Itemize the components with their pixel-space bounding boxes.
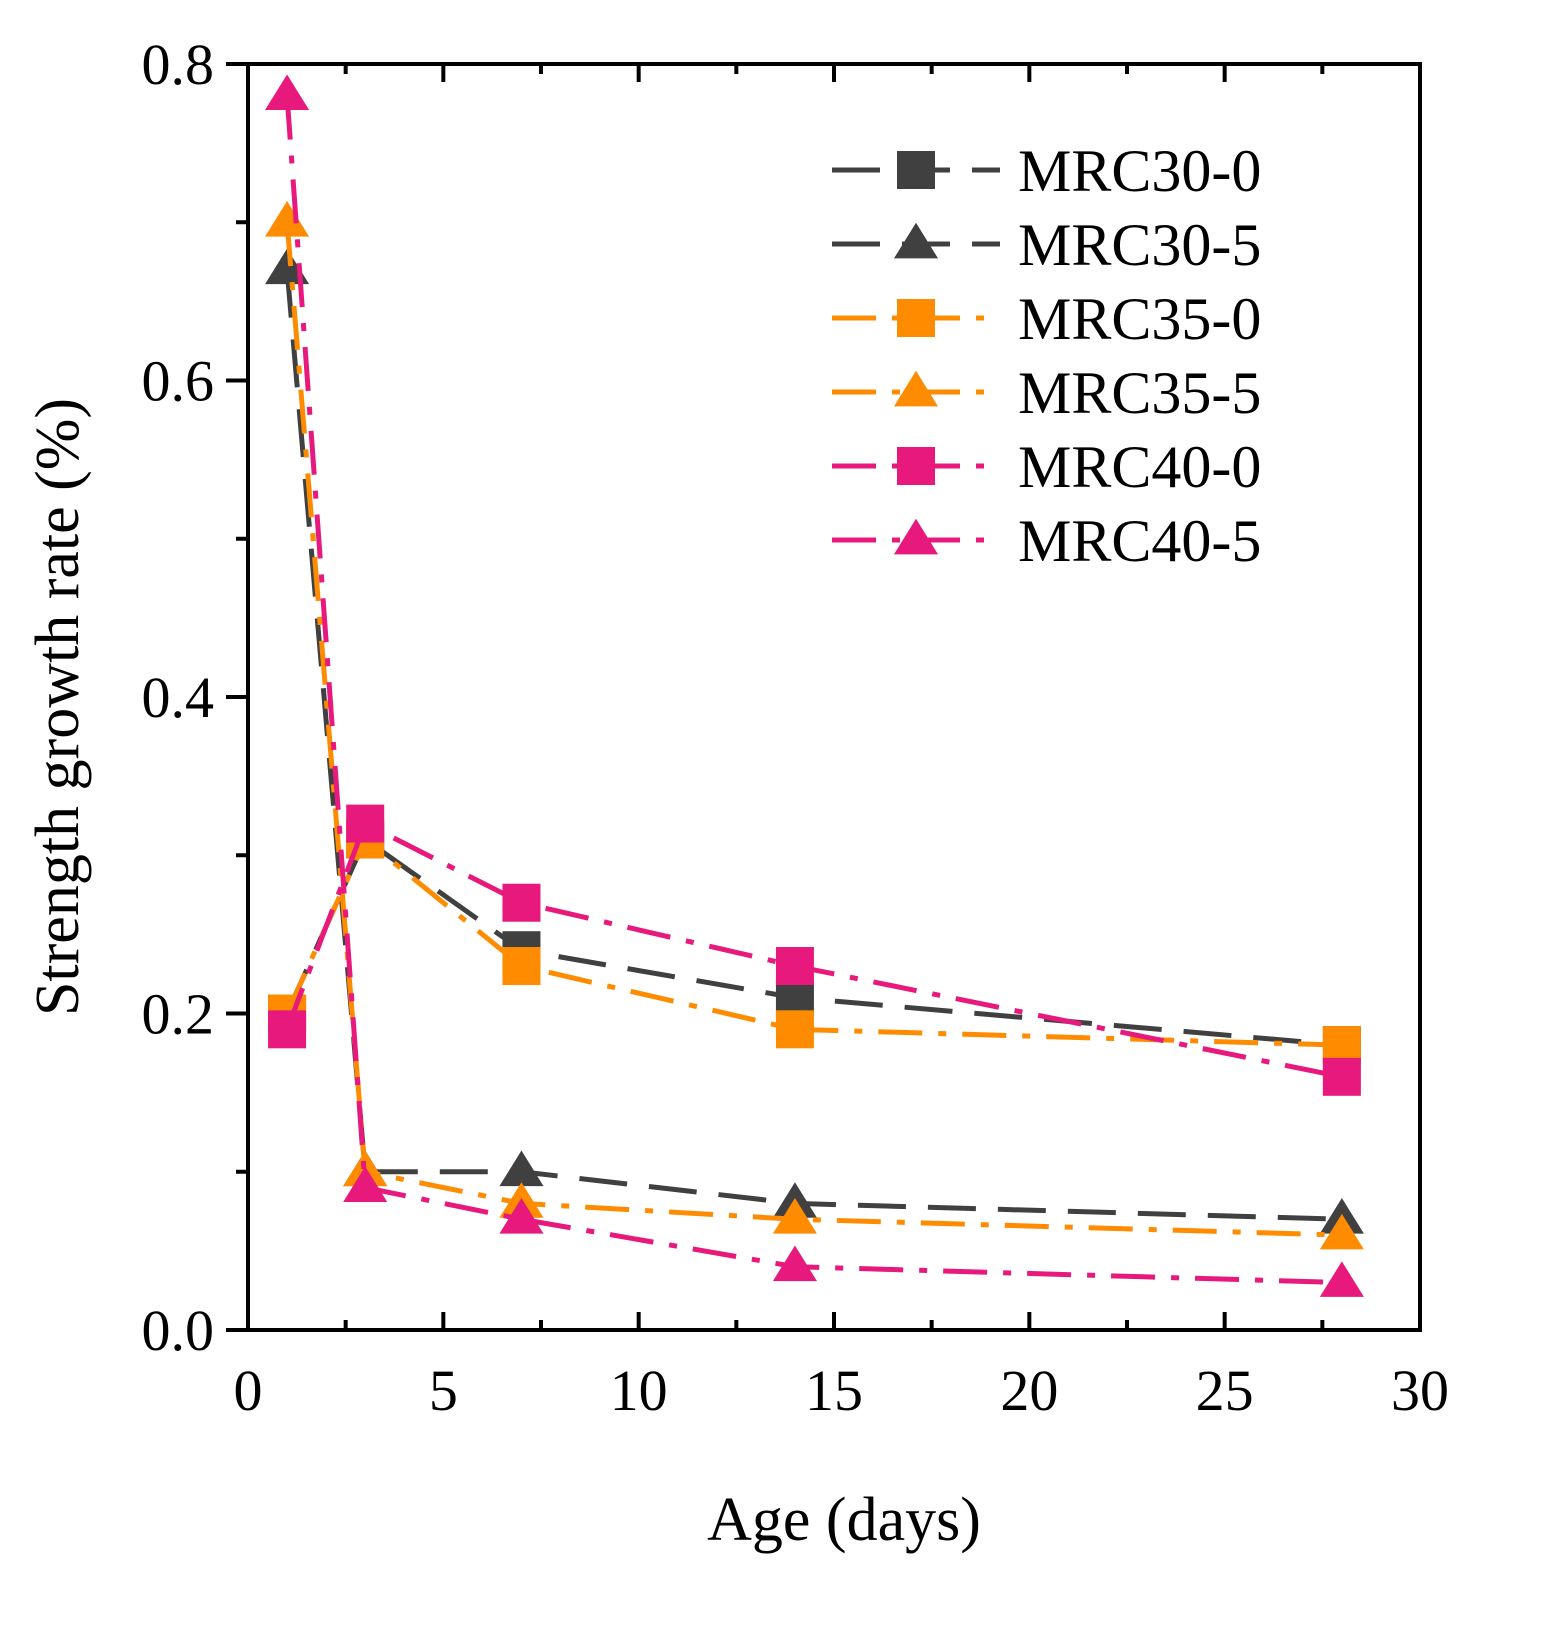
- legend-marker: [897, 299, 935, 337]
- legend-item-mrc40-5: MRC40-5: [832, 508, 1261, 574]
- data-point-mrc40-5: [499, 1198, 544, 1234]
- y-tick-label: 0.0: [142, 1298, 215, 1363]
- data-point-mrc30-5: [499, 1150, 544, 1187]
- x-tick-label: 5: [429, 1358, 458, 1423]
- x-tick-label: 30: [1391, 1358, 1449, 1423]
- legend-marker: [897, 151, 935, 189]
- series-line-mrc40-0: [284, 821, 1343, 1080]
- data-point-mrc35-5: [265, 201, 310, 237]
- legend-marker: [893, 518, 939, 555]
- legend-label: MRC35-5: [1018, 360, 1261, 426]
- legend-item-mrc35-0: MRC35-0: [832, 286, 1261, 352]
- x-tick-label: 10: [610, 1358, 668, 1423]
- y-tick-label: 0.4: [142, 665, 215, 730]
- x-axis-title: Age (days): [707, 1486, 981, 1554]
- legend-marker: [897, 447, 935, 485]
- data-point-mrc40-0: [1322, 1057, 1361, 1096]
- series-line-mrc30-0: [284, 836, 1343, 1048]
- y-tick-label: 0.2: [142, 982, 215, 1047]
- legend-item-mrc30-5: MRC30-5: [832, 212, 1261, 278]
- data-point-mrc35-5: [1319, 1213, 1364, 1250]
- x-tick-label: 15: [805, 1358, 863, 1423]
- data-point-mrc35-0: [775, 1010, 814, 1049]
- legend-label: MRC35-0: [1018, 286, 1261, 352]
- y-tick-label: 0.8: [142, 32, 215, 97]
- x-tick-label: 0: [234, 1358, 263, 1423]
- y-tick-label: 0.6: [142, 349, 215, 414]
- data-point-mrc40-0: [775, 947, 814, 986]
- legend-label: MRC30-0: [1018, 138, 1261, 204]
- tick-labels: 0 5 10 15 20 25 30 0.0 0.2 0.4 0.6 0.8: [142, 32, 1450, 1423]
- plot-frame: [246, 62, 1422, 1332]
- legend: MRC30-0 MRC30-5 MRC35-0 MRC35-5 MRC40-0 MRC40…: [832, 138, 1261, 574]
- legend-marker: [893, 222, 939, 259]
- series-group: [265, 74, 1364, 1297]
- data-point-mrc40-5: [1319, 1261, 1364, 1297]
- legend-item-mrc30-0: MRC30-0: [832, 138, 1261, 204]
- data-point-mrc35-5: [772, 1198, 817, 1234]
- data-point-mrc40-0: [346, 804, 385, 843]
- data-point-mrc40-5: [265, 74, 310, 111]
- data-point-mrc40-0: [268, 1010, 307, 1049]
- x-tick-label: 25: [1196, 1358, 1254, 1423]
- data-point-mrc40-0: [502, 883, 541, 922]
- x-tick-label: 20: [1000, 1358, 1058, 1423]
- legend-label: MRC40-0: [1018, 434, 1261, 500]
- series-line-mrc35-0: [284, 836, 1342, 1048]
- series-mrc40-5: [265, 74, 1364, 1297]
- legend-label: MRC40-5: [1018, 508, 1261, 574]
- series-mrc40-0: [268, 804, 1361, 1096]
- series-mrc35-5: [265, 201, 1364, 1250]
- data-point-mrc40-5: [343, 1166, 388, 1202]
- legend-label: MRC30-5: [1018, 212, 1261, 278]
- data-point-mrc40-5: [772, 1245, 817, 1282]
- legend-item-mrc40-0: MRC40-0: [832, 434, 1261, 500]
- series-line-mrc40-5: [284, 95, 1342, 1286]
- legend-marker: [893, 370, 939, 407]
- data-point-mrc35-0: [502, 947, 541, 986]
- legend-item-mrc35-5: MRC35-5: [832, 360, 1261, 426]
- y-axis-title: Strength growth rate (%): [24, 398, 92, 1016]
